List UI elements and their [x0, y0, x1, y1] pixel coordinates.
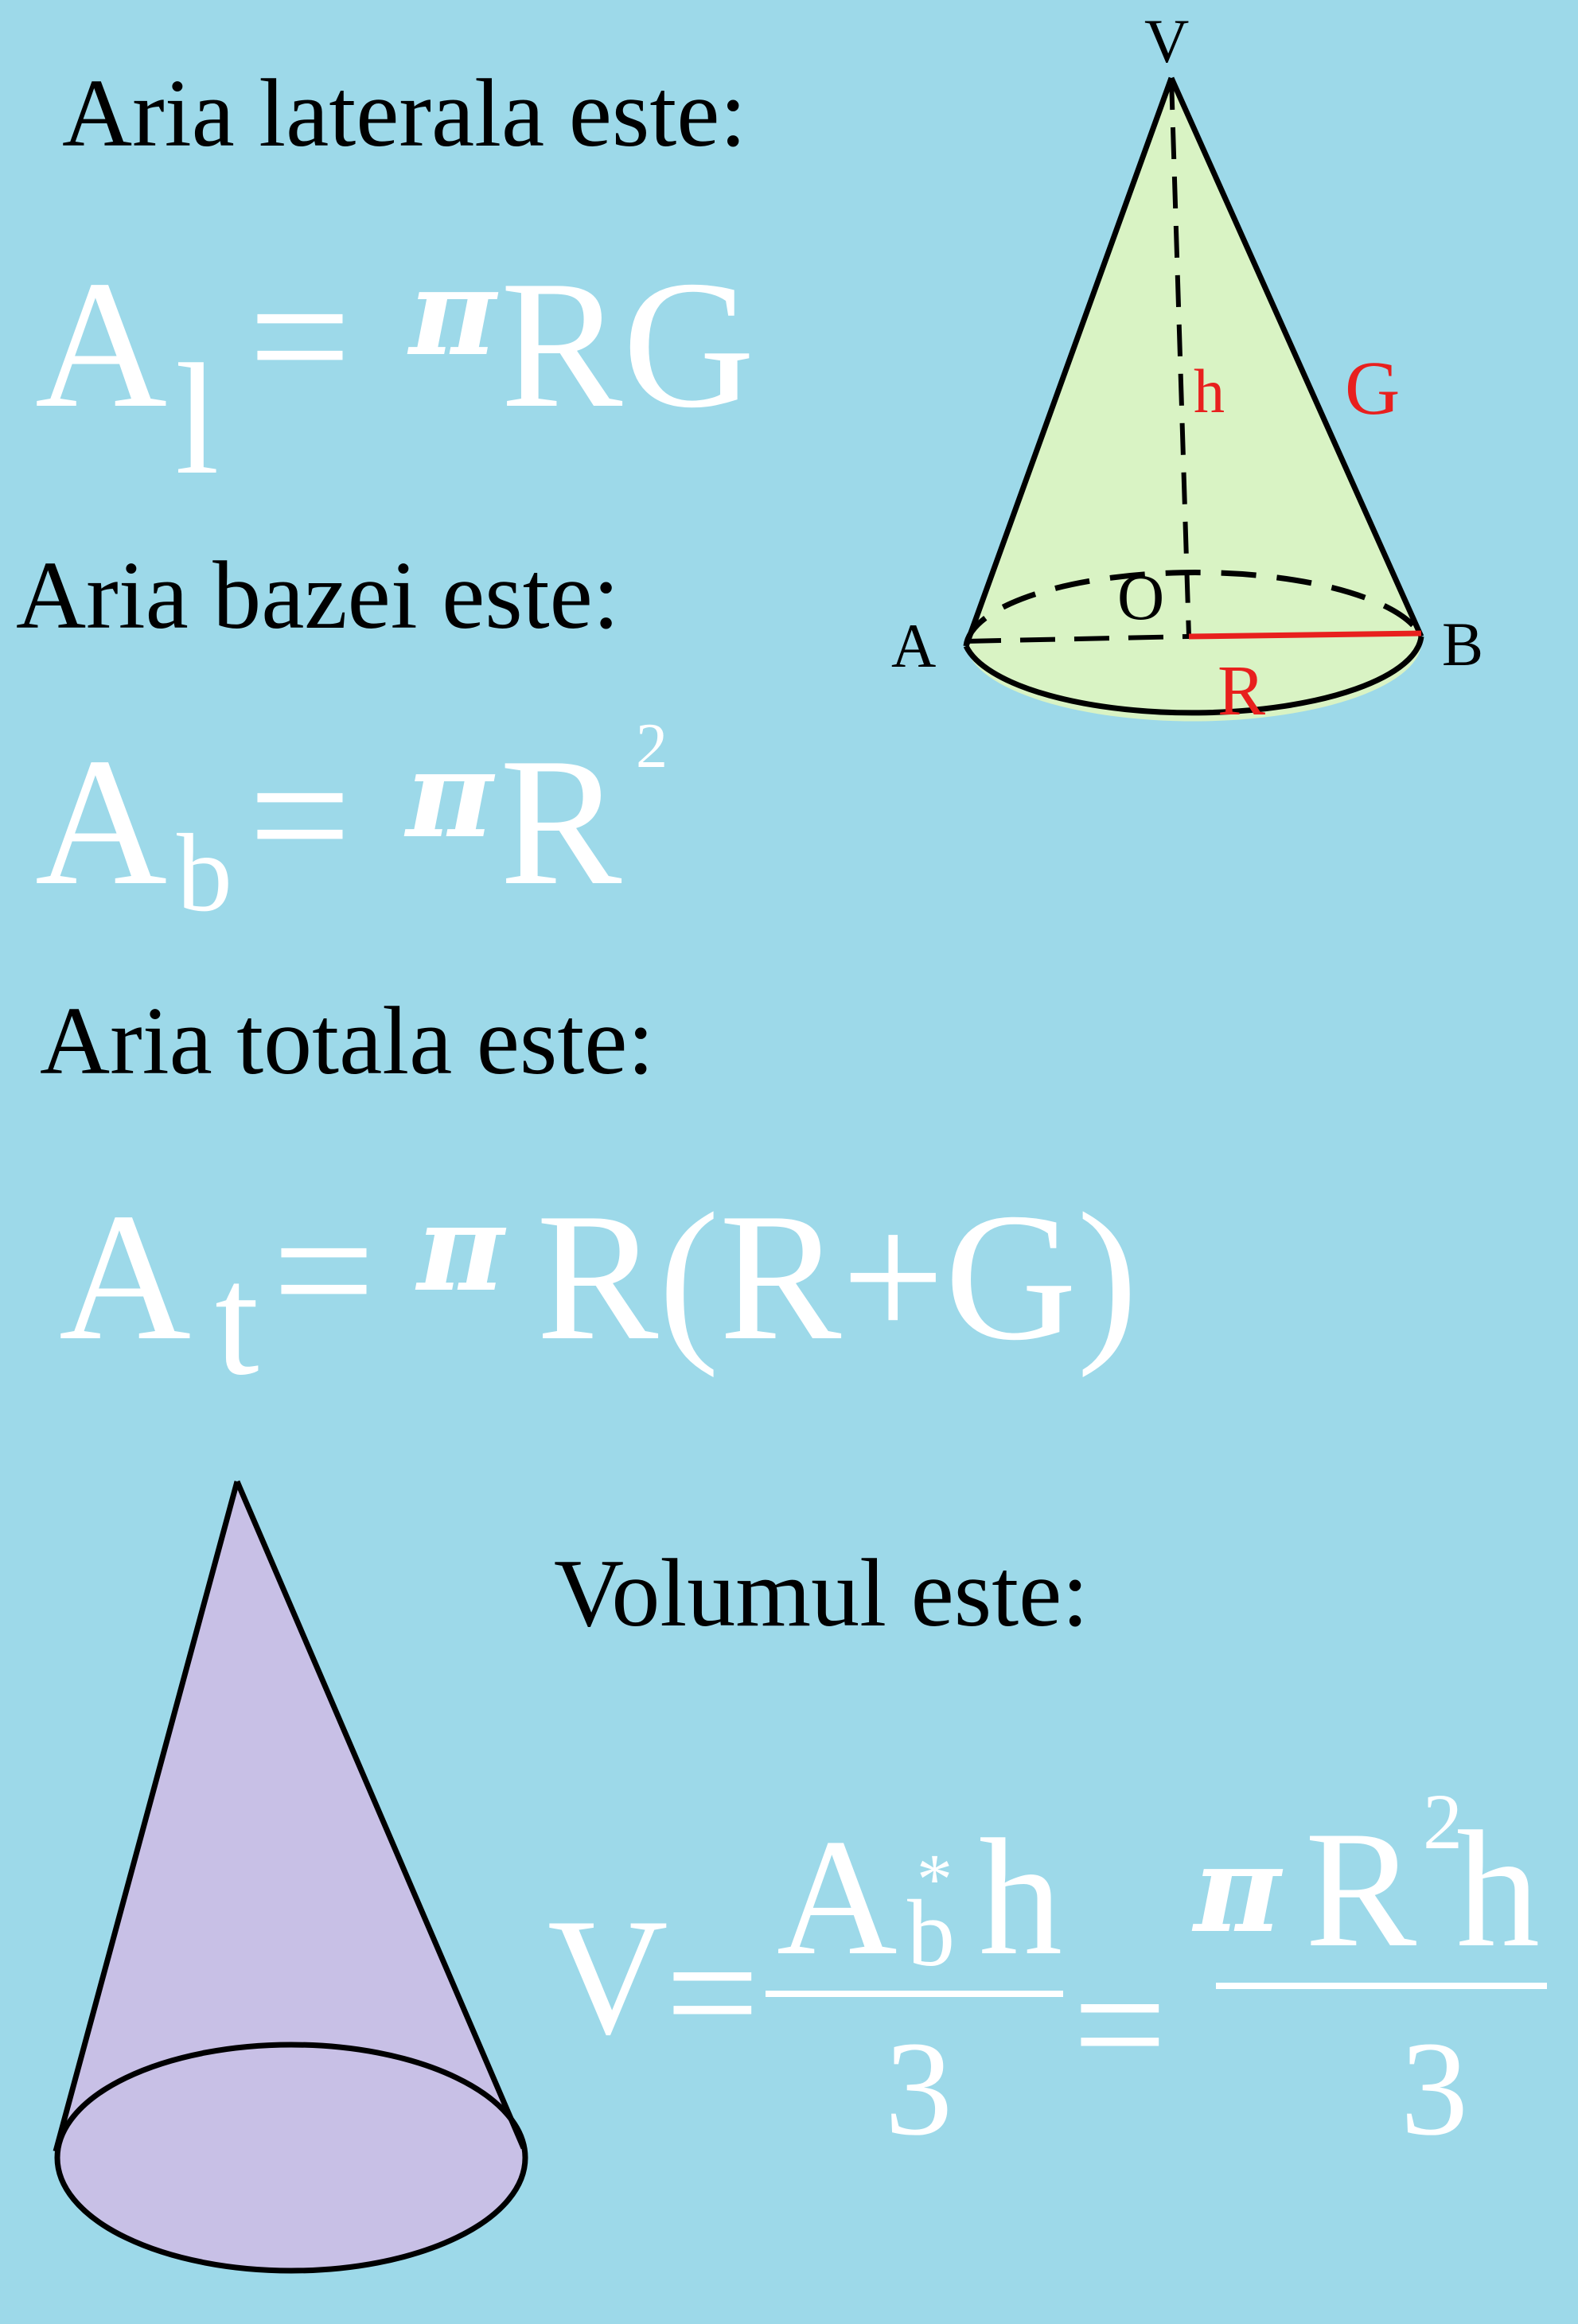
formula-lateral-rhs: RG [501, 243, 755, 446]
purple-cone-right-edge [234, 1480, 527, 2150]
label-point-a: A [891, 611, 936, 680]
green-cone-base-front [963, 636, 1424, 716]
label-point-b: B [1442, 609, 1483, 679]
heading-base-area: Aria bazei este: [16, 542, 620, 649]
purple-cone-left-edge [53, 1481, 240, 2152]
purple-cone [53, 1480, 528, 2274]
formula-base-pi: π [406, 725, 493, 865]
heading-volume: Volumul este: [554, 1540, 1089, 1647]
formula-total-lhs: A [59, 1175, 192, 1378]
formula-volume-eq2: = [1073, 1933, 1167, 2117]
label-apex-v: V [1144, 6, 1189, 76]
formula-volume-num1-h: h [979, 1805, 1062, 1990]
formula-volume-eq1: = [665, 1901, 760, 2085]
green-cone-diameter-left [965, 634, 1190, 644]
formula-base-sup: 2 [636, 711, 668, 781]
formula-base-sub: b [177, 812, 232, 935]
formula-base-rhs: R [500, 720, 622, 923]
formula-lateral-eq: = [248, 235, 352, 438]
formula-base-eq: = [248, 714, 352, 917]
heading-total-area: Aria totala este: [40, 987, 655, 1095]
label-radius-r: R [1218, 652, 1265, 730]
formula-volume-num1-star: * [917, 1840, 953, 1919]
label-center-o: O [1117, 561, 1164, 633]
formula-volume-lhs: V [547, 1885, 668, 2069]
green-cone-body [966, 78, 1422, 722]
heading-lateral-area: Aria laterala este: [62, 60, 747, 167]
formula-lateral-pi: π [409, 243, 497, 383]
green-cone [963, 76, 1424, 722]
formula-base-lhs: A [35, 720, 168, 923]
formula-total-eq: = [272, 1169, 376, 1372]
label-generatrix-g: G [1345, 345, 1400, 430]
formula-volume-num1-sub: b [907, 1880, 955, 1986]
label-height-h: h [1194, 356, 1225, 426]
formula-volume-num1-a: A [777, 1805, 898, 1990]
green-cone-right-edge [1168, 76, 1424, 638]
formula-volume-num2-h: h [1456, 1797, 1540, 1982]
formula-total-rhs: R(R+G) [536, 1175, 1138, 1378]
green-cone-left-edge [963, 76, 1175, 648]
formula-total-pi: π [417, 1178, 505, 1318]
green-cone-base-back [963, 570, 1424, 647]
formula-total-sub: t [215, 1232, 259, 1408]
formula-volume-num2-r: R [1305, 1797, 1417, 1982]
formula-lateral-lhs: A [35, 243, 168, 446]
formula-volume-den1: 3 [885, 2014, 953, 2163]
purple-cone-base [54, 2042, 528, 2274]
green-cone-radius [1188, 630, 1422, 640]
formula-volume-num2-pi: π [1194, 1820, 1281, 1960]
formula-volume-num2-sup: 2 [1423, 1777, 1463, 1866]
formula-volume-den2: 3 [1401, 2014, 1468, 2163]
green-cone-height [1169, 77, 1191, 637]
formula-lateral-sub: l [175, 332, 220, 508]
